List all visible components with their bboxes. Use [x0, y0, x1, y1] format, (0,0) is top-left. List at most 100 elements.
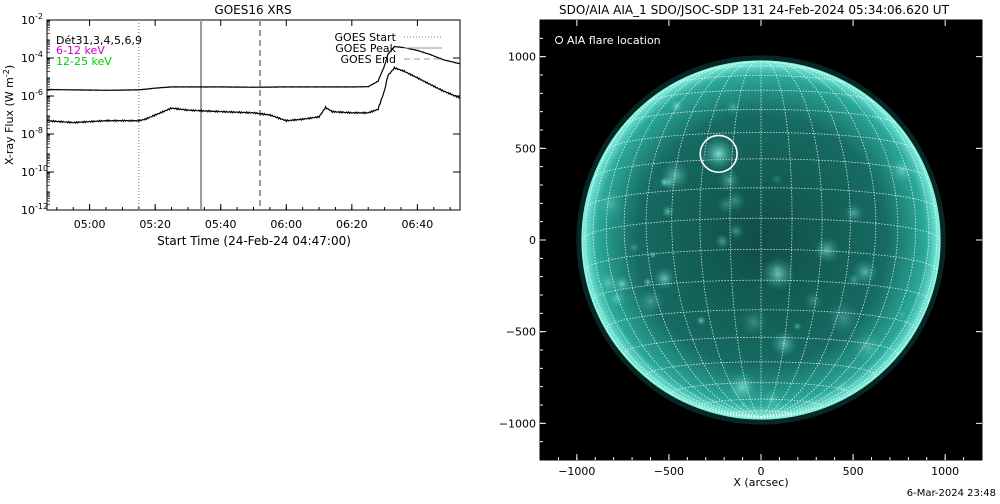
active-region-glow — [725, 99, 741, 115]
longitude-line — [592, 70, 762, 418]
latitude-line — [605, 309, 917, 330]
goes-legend-label: GOES End — [340, 53, 396, 66]
aia-x-axis: −1000 −500 0 500 1000 — [557, 20, 965, 478]
active-region-glow — [813, 236, 841, 265]
aia-image-panel: SDO/AIA AIA_1 SDO/JSOC-SDP 131 24-Feb-20… — [499, 3, 983, 489]
goes-title: GOES16 XRS — [214, 3, 291, 17]
latitude-line — [624, 108, 898, 125]
latitude-line — [606, 132, 916, 150]
aia-y-tick-label: 1000 — [508, 51, 536, 64]
active-region-glow — [659, 176, 670, 188]
goes-y-axis: 10-2 10-4 10-6 10-8 10-10 10-12 — [21, 12, 460, 217]
goes-event-markers — [138, 20, 262, 210]
active-region-glow — [770, 173, 784, 186]
active-region-glow — [793, 321, 802, 331]
series-label-12-25kev: 12-25 keV — [56, 55, 112, 68]
latitude-line — [623, 336, 899, 355]
longitude-line — [760, 63, 899, 418]
longitude-line — [584, 93, 762, 418]
goes-y-tick-label: 10-4 — [21, 50, 43, 65]
active-region-glow — [896, 309, 908, 320]
aia-x-tick-label: 1000 — [931, 465, 959, 478]
active-region-glow — [714, 233, 731, 250]
flare-bright-region — [702, 137, 736, 171]
longitude-line — [760, 61, 823, 418]
active-region-glow — [846, 272, 862, 287]
active-region-glow — [628, 242, 640, 254]
longitude-line — [760, 61, 851, 418]
active-region-glow — [825, 300, 861, 336]
goes-y-axis-label: X-ray Flux (W m-2) — [2, 65, 16, 165]
aia-legend: AIA flare location — [555, 34, 661, 47]
active-region-glow — [637, 287, 665, 315]
longitude-line — [699, 61, 762, 418]
goes-x-axis-label: Start Time (24-Feb-24 04:47:00) — [157, 234, 351, 248]
series-label-6-12kev: 6-12 keV — [56, 44, 105, 57]
goes-x-tick-label: 06:20 — [336, 218, 368, 231]
goes-x-tick-label: 06:40 — [402, 218, 434, 231]
goes-x-tick-label: 05:20 — [139, 218, 171, 231]
goes-legend-label: GOES Start — [335, 31, 397, 44]
goes-y-tick-label: 10-6 — [21, 88, 43, 103]
active-region-glow — [851, 330, 885, 364]
goes-series-line-1 — [47, 66, 460, 124]
longitude-line — [760, 70, 930, 418]
detectors-label: Dét31,3,4,5,6,9 — [56, 34, 142, 47]
goes-x-tick-label: 06:00 — [270, 218, 302, 231]
flare-location-circle — [699, 134, 738, 174]
aia-x-tick-label: 500 — [843, 465, 864, 478]
active-region-glow — [715, 195, 736, 215]
goes-series-lines — [47, 45, 460, 124]
goes-series-line-0 — [47, 45, 460, 92]
flare-legend-circle-icon — [555, 36, 563, 44]
active-region-glow — [803, 290, 824, 311]
aia-y-tick-label: −500 — [506, 326, 536, 339]
aia-y-axis: −1000 −500 0 500 1000 — [499, 37, 982, 443]
goes-legend-label: GOES Peak — [335, 42, 396, 55]
longitude-line — [671, 61, 762, 418]
active-region-glow — [669, 99, 684, 114]
longitude-line — [760, 93, 938, 418]
footer-timestamp: 6-Mar-2024 23:48 — [907, 488, 996, 499]
goes-series-key: Dét31,3,4,5,6,9 6-12 keV 12-25 keV — [56, 34, 142, 68]
active-region-glow — [772, 263, 783, 274]
goes-y-tick-label: 10-8 — [21, 126, 43, 141]
goes-x-axis: 05:00 05:20 05:40 06:00 06:20 06:40 — [56, 20, 451, 231]
active-region-glow — [887, 155, 917, 185]
aia-x-tick-label: 0 — [758, 465, 765, 478]
active-region-glow — [594, 188, 627, 221]
latitude-line — [592, 279, 930, 301]
goes-xrs-panel: GOES16 XRS 05:00 05:20 05:40 06:00 06:20 06:4… — [2, 3, 461, 248]
aia-x-tick-label: −1000 — [558, 465, 595, 478]
active-region-glow — [596, 270, 621, 296]
aia-y-tick-label: 500 — [515, 142, 536, 155]
latitude-line — [739, 61, 783, 64]
active-region-glow — [726, 371, 758, 404]
goes-y-tick-label: 10-12 — [21, 202, 48, 217]
aia-x-axis-label: X (arcsec) — [733, 476, 788, 489]
goes-x-tick-label: 05:40 — [205, 218, 237, 231]
active-region-glow — [661, 205, 674, 218]
flare-location-marker — [699, 134, 738, 174]
active-region-glow — [739, 307, 769, 337]
aia-x-tick-label: −500 — [654, 465, 684, 478]
flare-legend-label: AIA flare location — [567, 34, 661, 47]
goes-y-tick-label: 10-10 — [21, 164, 48, 179]
active-region-glow — [696, 315, 707, 326]
heliographic-grid — [582, 61, 940, 418]
goes-plot-frame — [46, 19, 461, 211]
active-region-glow — [648, 250, 657, 260]
goes-y-tick-label: 10-2 — [21, 12, 43, 27]
active-region-glow — [727, 222, 745, 240]
aia-title: SDO/AIA AIA_1 SDO/JSOC-SDP 131 24-Feb-20… — [559, 3, 950, 17]
aia-y-tick-label: −1000 — [499, 417, 536, 430]
aia-y-tick-label: 0 — [529, 234, 536, 247]
latitude-line — [593, 158, 929, 179]
latitude-line — [671, 382, 851, 397]
active-region-glow — [760, 256, 796, 292]
active-region-glow — [642, 277, 653, 288]
goes-x-tick-label: 05:00 — [74, 218, 106, 231]
active-region-glow — [717, 168, 741, 193]
